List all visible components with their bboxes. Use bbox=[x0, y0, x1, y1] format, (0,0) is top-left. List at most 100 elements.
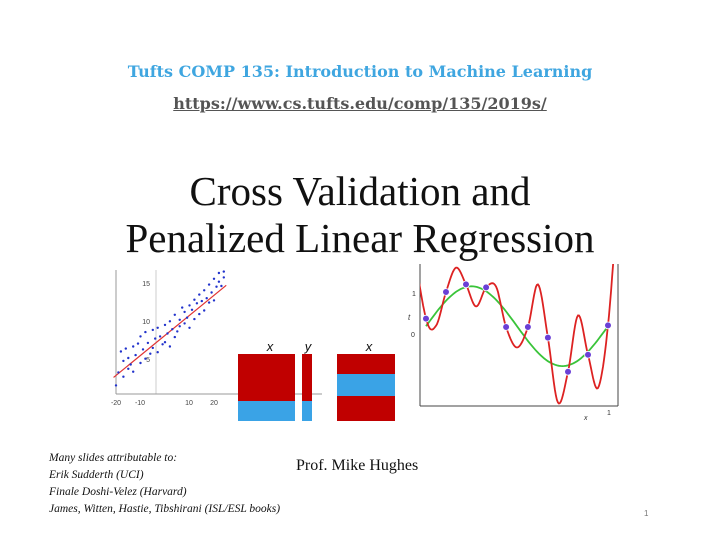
sample-point bbox=[604, 321, 612, 330]
credits-line: Many slides attributable to: bbox=[49, 452, 178, 464]
sample-point bbox=[564, 368, 572, 376]
scatter-point bbox=[173, 335, 176, 339]
credits: Many slides attributable to: Erik Sudder… bbox=[49, 450, 280, 518]
y-tick-label: 10 bbox=[142, 319, 150, 326]
credits-line: Erik Sudderth (UCI) bbox=[49, 469, 144, 481]
scatter-point bbox=[212, 277, 216, 280]
scatter-point bbox=[178, 325, 181, 328]
presenter-name: Prof. Mike Hughes bbox=[296, 457, 419, 474]
fit-line bbox=[113, 284, 227, 378]
scatter-point bbox=[217, 271, 221, 275]
sample-point bbox=[544, 333, 552, 342]
train-target-block bbox=[302, 354, 312, 401]
x-axis-label-x: x bbox=[583, 415, 588, 422]
scatter-point bbox=[193, 317, 196, 321]
scatter-point bbox=[132, 345, 135, 348]
scatter-point bbox=[119, 350, 123, 353]
scatter-point bbox=[217, 280, 221, 283]
scatter-point bbox=[183, 322, 186, 325]
scatter-point bbox=[203, 309, 206, 312]
validation-target-block bbox=[302, 401, 312, 421]
scatter-point bbox=[144, 330, 147, 334]
y-axis-tick-zero: 0 bbox=[411, 332, 415, 339]
scatter-point bbox=[168, 320, 172, 323]
true-curve bbox=[425, 285, 609, 368]
scatter-point bbox=[136, 342, 140, 345]
scatter-point bbox=[127, 367, 130, 370]
scatter-point bbox=[195, 302, 199, 305]
scatter-point bbox=[156, 351, 159, 354]
y-axis-label-t: t bbox=[408, 313, 411, 322]
scatter-point bbox=[181, 306, 184, 309]
scatter-point bbox=[141, 348, 145, 351]
train-block bbox=[337, 354, 395, 374]
scatter-point bbox=[149, 352, 152, 355]
x-tick-label: 10 bbox=[185, 400, 193, 407]
credits-line: James, Witten, Hastie, Tibshirani (ISL/E… bbox=[49, 503, 281, 515]
scatter-point bbox=[183, 310, 186, 314]
x-axis-tick-one: 1 bbox=[607, 410, 611, 417]
sample-point bbox=[502, 323, 510, 331]
credits-line: Finale Doshi-Velez (Harvard) bbox=[49, 486, 187, 498]
scatter-point bbox=[168, 345, 172, 348]
scatter-point bbox=[185, 316, 189, 319]
validation-block bbox=[238, 401, 295, 421]
scatter-point bbox=[193, 298, 196, 301]
scatter-point bbox=[163, 341, 167, 344]
sample-point bbox=[524, 323, 532, 331]
scatter-point bbox=[117, 371, 120, 374]
overfit-curve bbox=[420, 264, 615, 405]
scatter-point bbox=[166, 332, 169, 335]
scatter-point bbox=[146, 341, 150, 345]
scatter-point bbox=[178, 318, 181, 321]
scatter-point bbox=[132, 370, 135, 373]
scatter-point bbox=[122, 375, 125, 378]
scatter-point bbox=[124, 347, 127, 350]
sample-point bbox=[422, 314, 430, 323]
scatter-point bbox=[210, 291, 213, 294]
sample-point bbox=[482, 283, 490, 292]
scatter-point bbox=[139, 335, 142, 338]
slide-title-line-1: Cross Validation and bbox=[189, 168, 531, 214]
course-url-link[interactable]: https://www.cs.tufts.edu/comp/135/2019s/ bbox=[173, 94, 547, 113]
x-tick-label: 20 bbox=[210, 400, 218, 407]
scatter-point bbox=[156, 326, 159, 329]
scatter-point bbox=[212, 299, 216, 302]
train-block bbox=[238, 354, 295, 401]
slide-title-line-2: Penalized Linear Regression bbox=[125, 215, 595, 261]
sample-point bbox=[442, 288, 450, 296]
scatter-figure: 15 10 5 -20 -10 10 20 bbox=[106, 266, 328, 412]
scatter-point bbox=[205, 297, 208, 300]
scatter-point bbox=[144, 357, 147, 360]
scatter-point bbox=[173, 313, 176, 316]
polynomial-fit-figure: 1 t 0 x 1 bbox=[398, 262, 628, 432]
scatter-point bbox=[163, 323, 167, 327]
scatter-point bbox=[200, 299, 203, 303]
y-tick-label: 5 bbox=[146, 357, 150, 364]
scatter-point bbox=[215, 285, 218, 288]
scatter-point bbox=[154, 337, 157, 340]
scatter-point bbox=[207, 283, 211, 286]
scatter-point bbox=[139, 361, 142, 365]
scatter-point bbox=[207, 301, 211, 304]
scatter-point bbox=[203, 289, 206, 292]
scatter-point bbox=[161, 343, 164, 346]
sample-point bbox=[462, 280, 470, 289]
y-axis-tick-one: 1 bbox=[412, 291, 416, 298]
sample-point bbox=[584, 350, 592, 359]
x-tick-label: -20 bbox=[111, 400, 121, 407]
scatter-point bbox=[127, 356, 130, 360]
course-title: Tufts COMP 135: Introduction to Machine … bbox=[127, 62, 593, 81]
scatter-point bbox=[114, 384, 118, 387]
train-block bbox=[337, 396, 395, 421]
scatter-point bbox=[171, 328, 174, 331]
x-column-label: x bbox=[365, 339, 373, 354]
scatter-point bbox=[222, 270, 225, 273]
scatter-point bbox=[129, 363, 132, 366]
x-tick-label: -10 bbox=[135, 400, 145, 407]
y-tick-label: 15 bbox=[142, 281, 150, 288]
scatter-point bbox=[151, 346, 154, 350]
scatter-point bbox=[220, 284, 223, 288]
scatter-point bbox=[198, 293, 201, 296]
scatter-point bbox=[222, 276, 225, 279]
